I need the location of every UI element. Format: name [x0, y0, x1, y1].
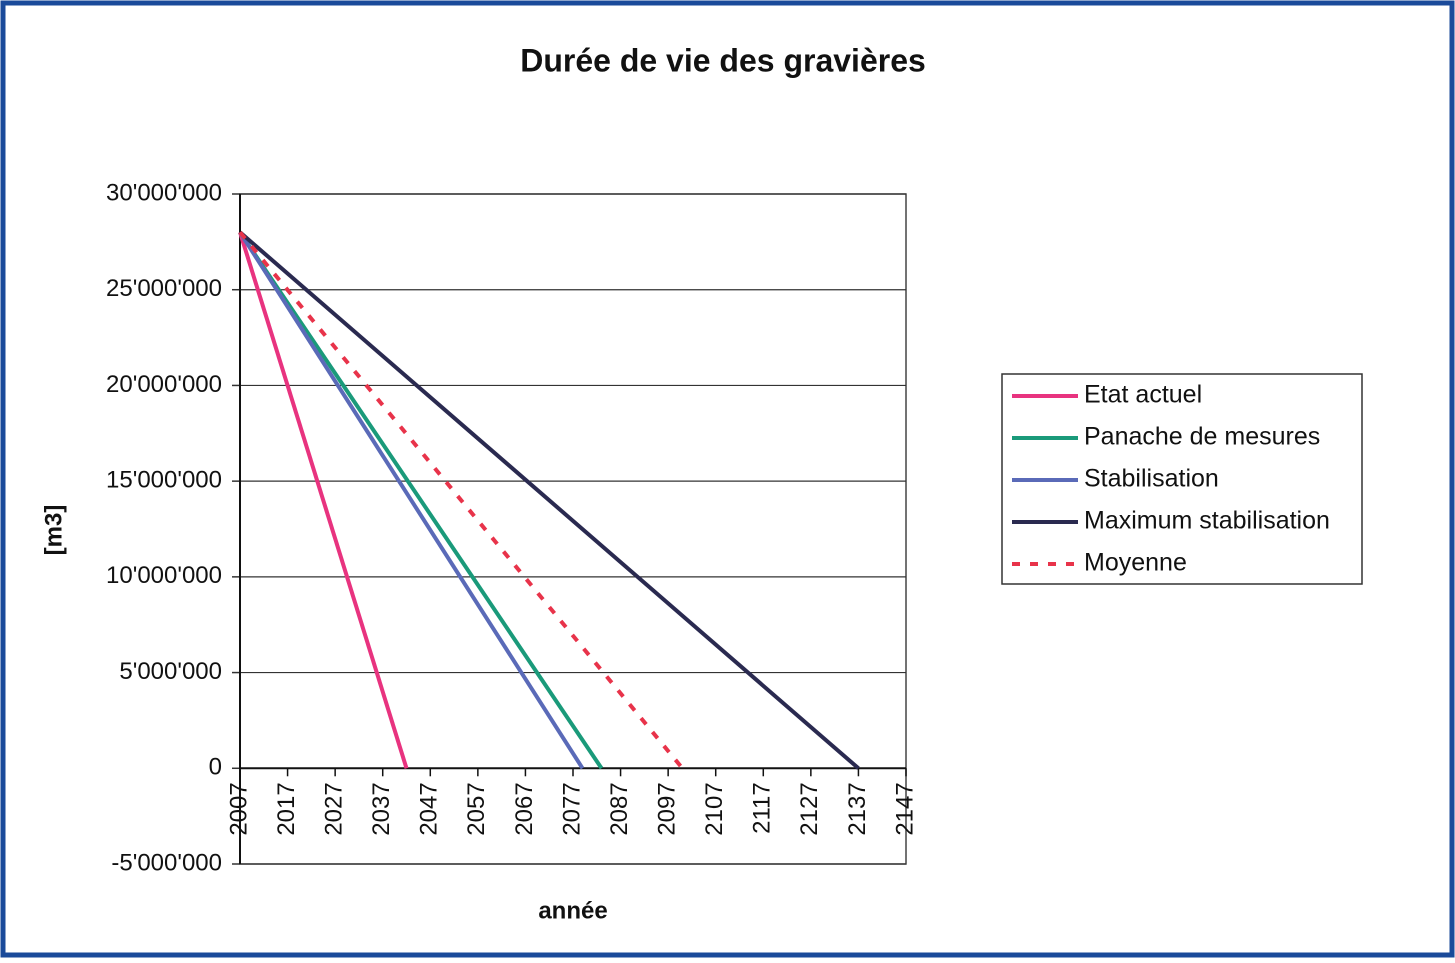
- legend-label: Moyenne: [1084, 549, 1187, 577]
- x-tick-label: 2037: [368, 782, 395, 835]
- y-tick-label: 30'000'000: [106, 179, 222, 206]
- y-tick-label: 25'000'000: [106, 275, 222, 302]
- series-line: [238, 230, 860, 770]
- x-tick-label: 2107: [701, 782, 728, 835]
- y-tick-label: 0: [209, 754, 222, 781]
- y-tick-label: 15'000'000: [106, 466, 222, 493]
- x-axis-label: année: [538, 897, 607, 924]
- x-tick-label: 2097: [653, 782, 680, 835]
- x-tick-label: 2117: [749, 782, 776, 834]
- x-tick-label: 2057: [463, 782, 490, 835]
- x-tick-label: 2137: [844, 782, 871, 835]
- legend-label: Panache de mesures: [1084, 423, 1320, 451]
- x-tick-label: 2017: [273, 782, 300, 835]
- chart-title: Durée de vie des gravières: [520, 42, 926, 78]
- legend-label: Maximum stabilisation: [1084, 507, 1330, 535]
- y-tick-label: 20'000'000: [106, 371, 222, 398]
- series-line: [238, 231, 409, 769]
- legend-label: Etat actuel: [1084, 381, 1202, 409]
- x-tick-label: 2067: [511, 782, 538, 835]
- y-tick-label: 10'000'000: [106, 562, 222, 589]
- y-axis-label: [m3]: [40, 505, 67, 556]
- series-line: [238, 231, 684, 770]
- x-tick-label: 2047: [416, 782, 443, 835]
- plot-area: [239, 193, 907, 865]
- x-tick-label: 2147: [891, 782, 918, 835]
- x-tick-label: 2027: [320, 782, 347, 835]
- x-tick-label: 2077: [558, 782, 585, 835]
- series-line: [238, 231, 585, 770]
- y-tick-label: 5'000'000: [119, 658, 222, 685]
- y-tick-label: -5'000'000: [111, 849, 222, 876]
- series-line: [238, 231, 604, 770]
- x-tick-label: 2127: [796, 782, 823, 835]
- legend-label: Stabilisation: [1084, 465, 1219, 493]
- x-tick-label: 2007: [225, 782, 252, 835]
- x-tick-label: 2087: [606, 782, 633, 835]
